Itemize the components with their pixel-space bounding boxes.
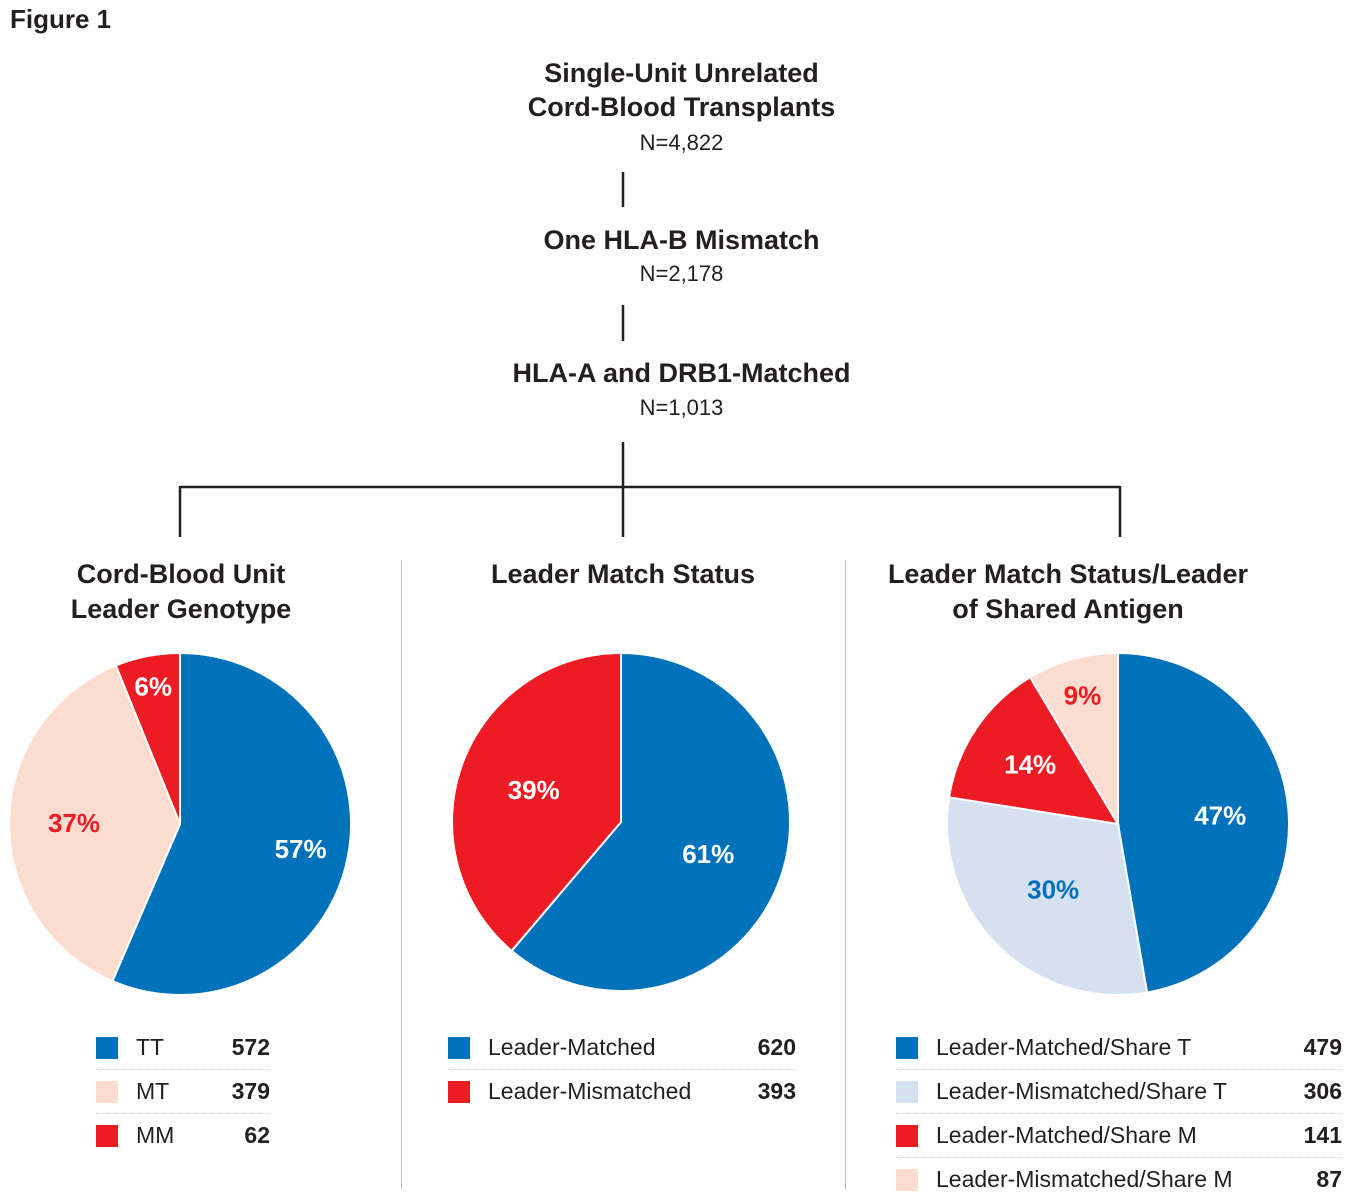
legend-label: Leader-Mismatched/Share M [936, 1166, 1233, 1192]
legend-swatch [96, 1124, 118, 1147]
flow-step-2-title: One HLA-B Mismatch [0, 223, 1363, 257]
pie-slice-leader-matched-share-m [947, 675, 1120, 826]
pie-chart-leader-genotype: 57% 37% 6% [8, 651, 352, 996]
pie-slice-mt [8, 664, 182, 983]
pie-slice-leader-matched [510, 651, 791, 992]
legend-item-leader-mismatched-share-t: Leader-Mismatched/Share T 306 [896, 1070, 1342, 1114]
flow-step-1-n: N=4,822 [639, 130, 724, 155]
panel-3-title-line-1: Leader Match Status/Leader [887, 559, 1249, 589]
legend-label: Leader-Matched [488, 1034, 656, 1060]
legend-value: 572 [231, 1034, 270, 1060]
legend-swatch [896, 1168, 918, 1191]
legend-value: 62 [244, 1122, 270, 1148]
flow-step-3-n: N=1,013 [639, 395, 724, 420]
panel-3-title: Leader Match Status/Leader of Shared Ant… [800, 557, 1336, 627]
legend-swatch [896, 1080, 918, 1103]
pie-label-mt: 37% [48, 808, 100, 838]
legend-label: MM [136, 1122, 175, 1148]
legend-item-leader-mismatched-share-m: Leader-Mismatched/Share M 87 [896, 1158, 1342, 1201]
pie-label-leader-matched-share-t: 47% [1194, 800, 1246, 830]
pie-label-leader-matched-share-m: 14% [1004, 750, 1056, 780]
flow-step-1-title-line-1: Single-Unit Unrelated [544, 58, 819, 88]
legend-leader-match-status: Leader-Matched 620 Leader-Mismatched 393 [448, 1026, 796, 1113]
pie-label-leader-mismatched: 39% [508, 775, 560, 805]
pie-label-leader-mismatched-share-t: 30% [1027, 875, 1079, 905]
figure-label: Figure 1 [10, 4, 112, 34]
legend-swatch [448, 1080, 470, 1103]
flow-connectors [178, 172, 1122, 537]
legend-label: Leader-Matched/Share M [936, 1122, 1197, 1148]
pie-label-leader-mismatched-share-m: 9% [1064, 680, 1102, 710]
legend-item-leader-matched-share-t: Leader-Matched/Share T 479 [896, 1026, 1342, 1070]
flow-step-2-n: N=2,178 [639, 261, 724, 286]
panel-1-title-line-1: Cord-Blood Unit [76, 559, 286, 589]
legend-value: 479 [1303, 1034, 1342, 1060]
legend-item-tt: TT 572 [96, 1026, 270, 1070]
pie-slice-leader-mismatched-share-t [946, 796, 1149, 996]
legend-item-leader-matched: Leader-Matched 620 [448, 1026, 796, 1070]
pie-chart-leader-match-status: 61% 39% [451, 651, 791, 992]
pie-slice-leader-mismatched-share-m [1028, 651, 1119, 828]
panel-divider-left [401, 560, 402, 1190]
legend-value: 393 [757, 1078, 796, 1104]
legend-leader-genotype: TT 572 MT 379 MM 62 [96, 1026, 270, 1157]
legend-label: Leader-Matched/Share T [936, 1034, 1192, 1060]
pie-slice-tt [111, 651, 352, 996]
panel-2-title: Leader Match Status [402, 557, 844, 592]
legend-item-mm: MM 62 [96, 1114, 270, 1157]
flow-step-1-title: Single-Unit Unrelated Cord-Blood Transpl… [0, 56, 1363, 124]
flow-step-3-title-line-1: HLA-A and DRB1-Matched [512, 358, 851, 388]
legend-swatch [448, 1036, 470, 1059]
flow-step-3-title: HLA-A and DRB1-Matched [0, 356, 1363, 390]
legend-label: Leader-Mismatched [488, 1078, 692, 1104]
legend-label: MT [136, 1078, 170, 1104]
legend-value: 87 [1316, 1166, 1342, 1192]
legend-value: 620 [757, 1034, 796, 1060]
pie-chart-shared-antigen: 47% 30% 14% 9% [946, 651, 1290, 996]
legend-value: 306 [1303, 1078, 1342, 1104]
pie-label-leader-matched: 61% [682, 839, 734, 869]
panel-divider-right [845, 560, 846, 1190]
flow-step-2-title-line-1: One HLA-B Mismatch [543, 225, 820, 255]
panel-3-title-line-2: of Shared Antigen [952, 594, 1184, 624]
legend-swatch [96, 1036, 118, 1059]
legend-item-mt: MT 379 [96, 1070, 270, 1114]
panel-1-title-line-2: Leader Genotype [70, 594, 292, 624]
legend-swatch [896, 1036, 918, 1059]
legend-label: TT [136, 1034, 165, 1060]
legend-value: 379 [231, 1078, 270, 1104]
pie-label-tt: 57% [275, 834, 327, 864]
pie-slice-leader-matched-share-t [1117, 651, 1290, 994]
panel-1-title: Cord-Blood Unit Leader Genotype [0, 557, 362, 627]
legend-label: Leader-Mismatched/Share T [936, 1078, 1228, 1104]
panel-2-title-line-1: Leader Match Status [490, 559, 756, 589]
legend-swatch [896, 1124, 918, 1147]
legend-item-leader-mismatched: Leader-Mismatched 393 [448, 1070, 796, 1113]
pie-label-mm: 6% [134, 671, 172, 701]
legend-swatch [96, 1080, 118, 1103]
flow-step-1-title-line-2: Cord-Blood Transplants [527, 92, 836, 122]
pie-slice-leader-mismatched [451, 651, 622, 953]
pie-slice-mm [114, 651, 181, 825]
legend-item-leader-matched-share-m: Leader-Matched/Share M 141 [896, 1114, 1342, 1158]
legend-value: 141 [1303, 1122, 1342, 1148]
legend-shared-antigen: Leader-Matched/Share T 479 Leader-Mismatch… [896, 1026, 1342, 1201]
